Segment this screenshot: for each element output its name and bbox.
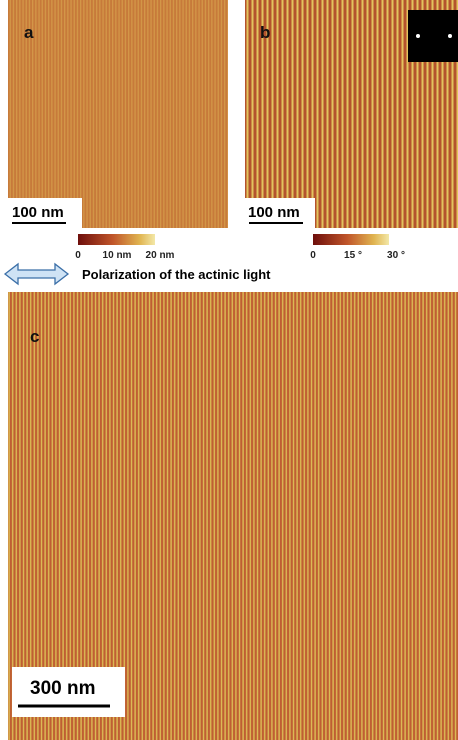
panel-label: a	[24, 23, 34, 42]
colorbar	[78, 234, 155, 245]
colorbar-tick: 0	[310, 250, 316, 261]
colorbar	[313, 234, 389, 245]
double-arrow	[5, 264, 68, 284]
caption: Polarization of the actinic light	[82, 267, 271, 282]
colorbar-tick: 20 nm	[146, 250, 175, 261]
figure: a 100 nm b 100 nm 0 10 nm 20 nm 0 15 ° 3…	[0, 0, 458, 740]
image-tint	[8, 0, 228, 228]
panel-label: c	[30, 327, 39, 346]
fft-spot	[448, 34, 452, 38]
colorbar-tick: 15 °	[344, 250, 362, 261]
scale-bar-label: 100 nm	[12, 204, 64, 221]
scale-bar-label: 100 nm	[248, 204, 300, 221]
fft-spot	[416, 34, 420, 38]
colorbar-tick: 10 nm	[103, 250, 132, 261]
colorbar-tick: 30 °	[387, 250, 405, 261]
scale-bar-label: 300 nm	[30, 678, 95, 699]
panel-label: b	[260, 23, 270, 42]
colorbar-tick: 0	[75, 250, 81, 261]
